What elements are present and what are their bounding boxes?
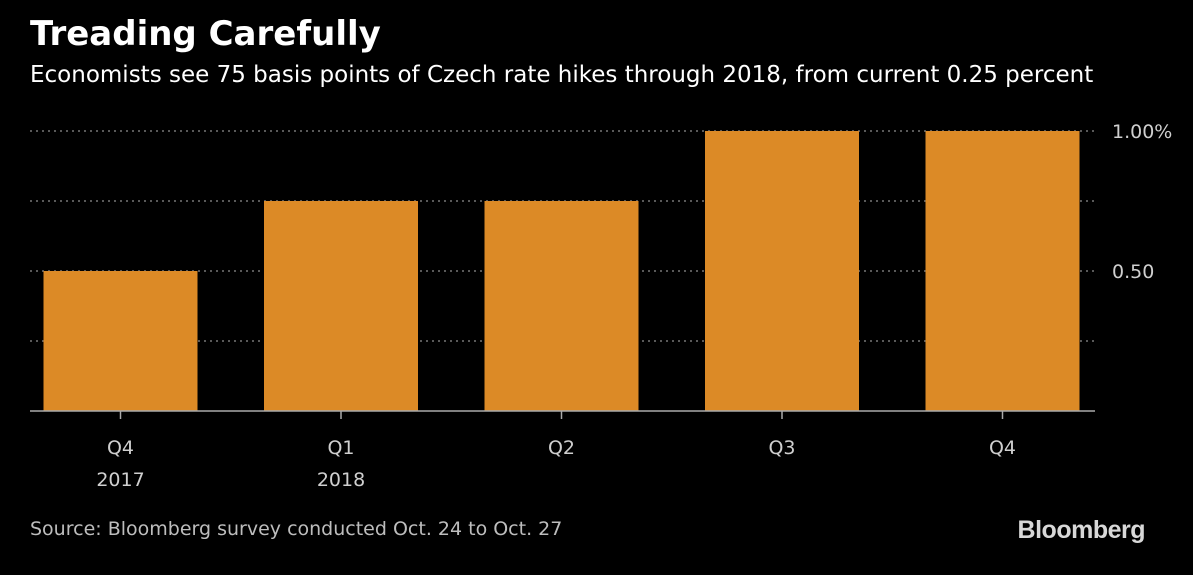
bar [264,201,418,411]
x-tick-label-year: 2017 [96,469,144,491]
x-tick-label-quarter: Q4 [989,437,1016,459]
bar [43,271,198,411]
y-tick-label: 0.50 [1112,261,1154,283]
bar [705,131,859,411]
x-tick-label-quarter: Q3 [768,437,795,459]
bar-chart: Q4 2017 Q1 2018 Q2 Q3 Q4 1.00% 0.50 [30,121,1172,491]
x-tick-label-year: 2018 [317,469,365,491]
source-note: Source: Bloomberg survey conducted Oct. … [30,518,563,540]
x-axis: Q4 2017 Q1 2018 Q2 Q3 Q4 [30,410,1095,491]
bar [925,131,1080,411]
bloomberg-logo: Bloomberg [1017,516,1146,544]
chart-title: Treading Carefully [30,14,381,54]
bar [484,201,639,411]
x-tick-label-quarter: Q1 [327,437,354,459]
x-tick-label-quarter: Q2 [548,437,575,459]
bars [43,131,1080,411]
x-tick-label-quarter: Q4 [107,437,134,459]
chart-subtitle: Economists see 75 basis points of Czech … [30,62,1094,88]
y-tick-label: 1.00% [1112,121,1172,143]
y-axis-labels: 1.00% 0.50 [1112,121,1172,283]
